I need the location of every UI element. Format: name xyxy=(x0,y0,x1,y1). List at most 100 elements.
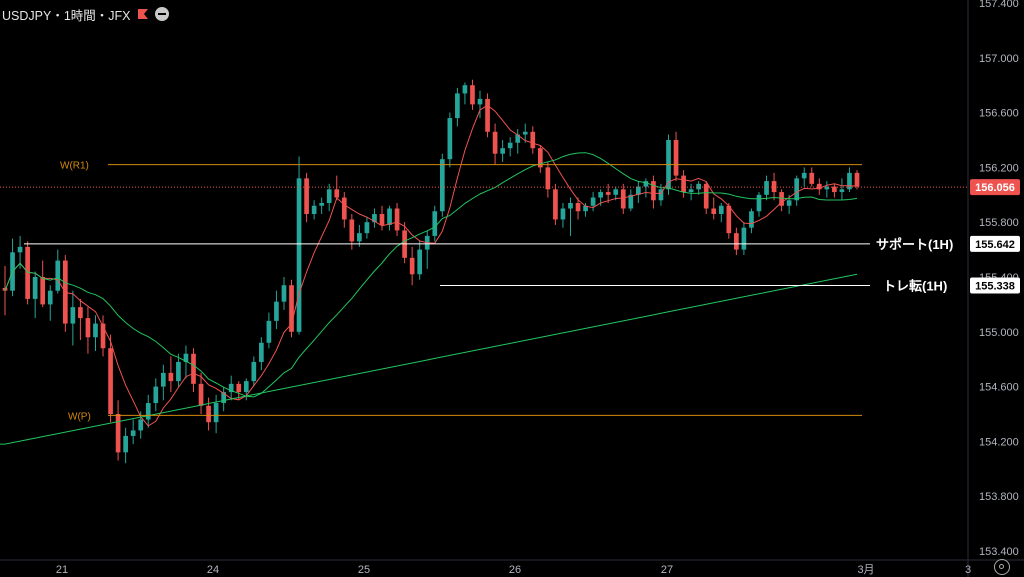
candle xyxy=(417,249,423,275)
candle xyxy=(620,189,626,209)
y-tick-label: 156.600 xyxy=(979,108,1019,120)
candle xyxy=(379,213,385,225)
candle xyxy=(537,148,543,168)
trend-turn-price-tag-bg xyxy=(970,277,1020,294)
symbol-title: USDJPY・1時間・JFX xyxy=(2,8,131,23)
chart-header: USDJPY・1時間・JFX xyxy=(2,4,169,24)
trend-turn-price-tag: 155.338 xyxy=(975,280,1015,292)
candle xyxy=(206,405,211,423)
candle xyxy=(764,181,769,195)
y-tick-label: 157.000 xyxy=(979,53,1019,65)
candle xyxy=(500,148,505,154)
candle xyxy=(145,403,151,420)
y-tick-label: 153.400 xyxy=(979,546,1019,558)
candle xyxy=(108,348,113,414)
candle xyxy=(364,222,370,234)
candle xyxy=(17,246,23,253)
candle xyxy=(183,353,189,362)
candle xyxy=(771,181,777,193)
candle xyxy=(590,197,596,206)
candle xyxy=(236,383,242,393)
support-label: サポート(1H) xyxy=(876,237,953,252)
candle xyxy=(70,307,76,324)
candle xyxy=(681,175,686,193)
y-tick-label: 155.000 xyxy=(979,327,1019,339)
candle xyxy=(198,383,204,406)
x-tick-label: 26 xyxy=(509,564,521,576)
candle xyxy=(387,208,392,225)
candle xyxy=(756,194,762,212)
candle xyxy=(470,85,475,105)
candle xyxy=(274,301,279,321)
candle xyxy=(816,183,822,190)
candle xyxy=(32,277,38,299)
candle xyxy=(289,285,294,332)
candle xyxy=(266,320,272,343)
candle xyxy=(281,285,287,302)
candle xyxy=(854,172,860,187)
candle xyxy=(477,98,483,105)
candle xyxy=(228,383,234,393)
candle xyxy=(123,435,128,453)
candle xyxy=(176,361,181,382)
ma-fast-line xyxy=(4,104,858,427)
candle xyxy=(372,213,377,223)
candle xyxy=(643,181,649,187)
candle xyxy=(55,260,61,291)
candle xyxy=(801,172,807,179)
candle xyxy=(85,318,91,338)
candle xyxy=(93,323,98,338)
candle xyxy=(598,192,603,198)
candle xyxy=(651,181,656,201)
candle xyxy=(553,189,558,220)
settings-gear-icon[interactable] xyxy=(994,559,1010,575)
candle xyxy=(191,353,196,384)
collapse-icon[interactable] xyxy=(154,7,169,21)
candle xyxy=(47,290,53,305)
candle xyxy=(447,118,453,160)
candle xyxy=(168,372,174,382)
current-price-tag: 156.056 xyxy=(975,182,1015,194)
flag-icon[interactable] xyxy=(137,8,149,20)
candle xyxy=(847,172,852,190)
candle xyxy=(568,203,573,209)
candle xyxy=(734,233,739,250)
candle xyxy=(786,200,792,206)
x-tick-label: 25 xyxy=(358,564,370,576)
candle xyxy=(636,186,641,195)
candle xyxy=(259,342,264,362)
x-tick-label: 3 xyxy=(965,564,971,576)
x-tick-label: 27 xyxy=(661,564,673,576)
candle xyxy=(311,205,317,214)
candle xyxy=(357,233,362,242)
ma-slow-line xyxy=(0,273,858,445)
ma-mid-line xyxy=(4,152,858,398)
candle xyxy=(839,189,845,193)
candle xyxy=(658,189,664,201)
candle xyxy=(221,392,226,404)
candle xyxy=(703,183,709,209)
x-tick-label: 3月 xyxy=(857,564,874,576)
candle xyxy=(749,211,754,228)
candle xyxy=(507,142,513,149)
weekly-r1-label: W(R1) xyxy=(60,161,89,172)
candle xyxy=(160,372,166,387)
candle xyxy=(326,189,332,204)
candle xyxy=(779,192,784,206)
candle xyxy=(296,178,302,332)
candle xyxy=(628,194,634,209)
candle xyxy=(530,131,536,149)
candle xyxy=(243,381,249,393)
candle xyxy=(515,134,521,143)
y-tick-label: 157.400 xyxy=(979,0,1019,10)
candle xyxy=(130,430,136,436)
candle xyxy=(78,307,83,319)
current-price-tag-bg xyxy=(970,179,1020,196)
candle xyxy=(726,205,732,234)
candle xyxy=(432,211,438,236)
candle xyxy=(718,205,724,214)
candle xyxy=(334,189,340,198)
candle xyxy=(794,178,800,201)
